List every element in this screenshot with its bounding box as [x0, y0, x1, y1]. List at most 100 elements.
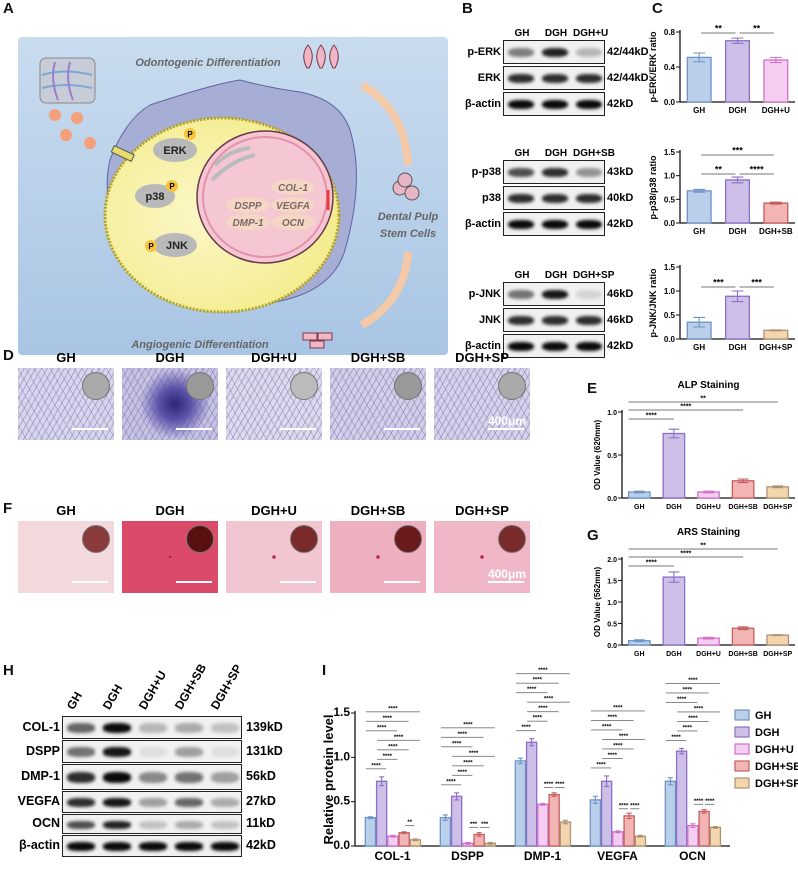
gene-label: COL-1: [278, 183, 308, 194]
kd-label: 42kD: [246, 838, 276, 852]
gene-label: DSPP: [234, 201, 262, 212]
blot-band: [542, 167, 568, 178]
kd-label: 139kD: [246, 719, 283, 734]
x-tick-label: DGH: [666, 504, 682, 511]
significance-label: ****: [469, 751, 479, 757]
gene-labels: COL-1 DSPP VEGFA DMP-1 OCN: [226, 179, 315, 230]
lane-label: DGH+SB: [573, 148, 615, 159]
stain-image: [122, 368, 218, 440]
blot-band: [175, 723, 203, 733]
blot-band: [211, 820, 239, 829]
bar-dgh-u: [687, 824, 699, 847]
error-bar: [517, 757, 523, 765]
significance-label: ****: [377, 725, 387, 731]
bar-dgh-sb: [698, 810, 710, 847]
blot-band: [67, 723, 95, 733]
stain-image: [18, 368, 114, 440]
blot-band: [542, 219, 568, 230]
error-bar: [592, 795, 598, 804]
significance-label: ****: [371, 763, 381, 769]
stain-image: [226, 521, 322, 593]
row-label: JNK: [478, 314, 501, 326]
released-particles: [49, 109, 96, 149]
bar-dgh: [450, 795, 463, 847]
error-bar: [615, 830, 621, 834]
well-thumbnail: [394, 372, 422, 400]
y-tick-label: 1.0: [664, 172, 676, 181]
scale-bar: [488, 428, 524, 430]
blot-band: [576, 73, 602, 84]
error-bar: [731, 37, 744, 44]
image-label: GH: [56, 503, 76, 518]
well-thumbnail: [290, 525, 318, 553]
blot-band: [542, 289, 568, 300]
kd-label: 11kD: [246, 816, 276, 830]
bar-dgh: [724, 179, 751, 224]
significance-label: ****: [533, 678, 543, 684]
x-tick-label: GH: [693, 106, 705, 115]
scale-bar: [72, 581, 108, 583]
x-tick-label: DGH+U: [762, 106, 790, 115]
nucleus: [196, 130, 334, 264]
y-axis-label: OD Value (620mm): [593, 420, 602, 491]
x-tick-label: DGH: [729, 227, 747, 236]
stem-cells-icon: [392, 172, 420, 201]
row-label: β-actin: [464, 340, 501, 352]
row-label: DMP-1: [21, 769, 60, 783]
x-tick-label: DGH+SP: [759, 343, 793, 352]
well-thumbnail: [290, 372, 318, 400]
bar-dgh-sp: [766, 634, 790, 646]
bar-dgh-sp: [766, 486, 790, 499]
significance-label: ****: [394, 735, 404, 741]
panel-label-f: F: [3, 500, 13, 517]
odontogenic-label: Odontogenic Differentiation: [135, 57, 281, 69]
blot-band: [211, 772, 239, 783]
significance-label: ****: [555, 782, 565, 788]
bar-dgh: [600, 780, 613, 847]
well-thumbnail: [82, 372, 110, 400]
blot-band: [139, 798, 167, 807]
blot-band: [103, 820, 131, 829]
y-tick-label: 0.5: [333, 794, 350, 808]
error-bar: [540, 802, 546, 806]
blot-strip: [62, 835, 242, 857]
error-bar: [701, 809, 707, 814]
x-tick-label: GH: [634, 504, 645, 511]
blot-band: [508, 315, 534, 326]
x-tick-label: DGH+SP: [763, 504, 792, 511]
row-label: COL-1: [22, 719, 61, 734]
scale-bar: [176, 581, 212, 583]
bar-gh: [439, 816, 452, 847]
receptor-icon: [110, 144, 135, 162]
significance-label: ****: [388, 744, 398, 750]
legend-swatch: [734, 743, 750, 755]
panel-label-d: D: [3, 347, 14, 364]
panel-label-i: I: [322, 662, 327, 679]
blot-strip: [62, 764, 242, 790]
image-label: DGH+SP: [455, 503, 509, 518]
error-bar: [633, 490, 645, 494]
chart-p-jnk: 0.0 0.5 1.0 1.5 p-JNK/JNK ratio GH DGH DGH+SP **…: [648, 263, 795, 352]
blot-band: [103, 723, 131, 733]
lane-label: GH: [514, 148, 530, 159]
blot-band: [139, 747, 167, 757]
blot-strip: [503, 92, 605, 116]
image-label: DGH+SB: [350, 503, 406, 518]
bar-dgh-u: [387, 835, 399, 847]
row-label: VEGFA: [17, 794, 60, 808]
y-tick-label: 1.0: [333, 749, 350, 763]
blot-band: [508, 219, 534, 230]
bar-dgh-sp: [559, 821, 572, 847]
row-label: DSPP: [25, 743, 60, 758]
error-bar: [476, 832, 482, 837]
bar-dgh-u: [763, 59, 789, 103]
significance-label: ****: [446, 779, 456, 785]
significance-label: ****: [683, 725, 693, 731]
bar-dgh: [675, 750, 688, 847]
legend-label: DGH+SB: [755, 761, 798, 773]
chart-alp: 0.0 0.5 1.0 OD Value (620mm) ALP Staining GH D…: [593, 380, 795, 511]
error-bar: [693, 188, 706, 193]
scale-bar: [280, 581, 316, 583]
blot-band: [103, 842, 131, 851]
